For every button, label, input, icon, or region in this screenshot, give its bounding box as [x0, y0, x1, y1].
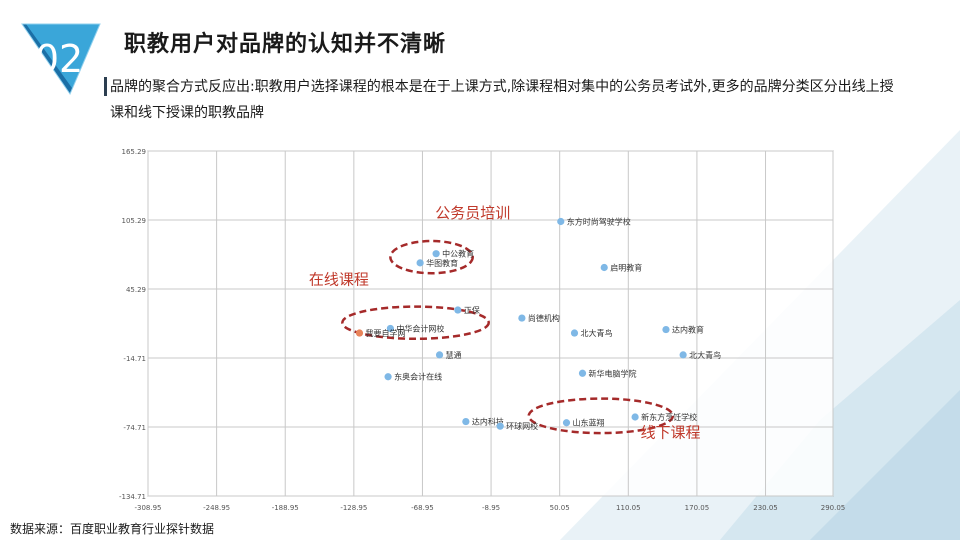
group-ellipse: [527, 397, 675, 435]
data-point: [454, 306, 462, 314]
data-point: [518, 314, 526, 322]
badge-triangle-light: [26, 24, 100, 88]
data-point: [662, 325, 670, 334]
group-annotation: 线下课程: [641, 424, 701, 442]
data-point: [355, 329, 364, 337]
y-tick-label: -14.71: [123, 355, 146, 363]
group-ellipse: [389, 239, 474, 275]
x-tick-label: 50.05: [550, 504, 570, 512]
data-point: [432, 250, 440, 258]
x-tick-label: 170.05: [685, 504, 710, 512]
point-label: 达内科技: [472, 417, 504, 427]
data-point: [386, 324, 394, 333]
x-tick-label: -188.95: [272, 504, 299, 512]
point-label: 中华会计网校: [396, 323, 444, 333]
data-point: [562, 419, 571, 427]
x-tick-label: -8.95: [482, 504, 500, 512]
x-tick-label: -248.95: [203, 504, 230, 512]
x-tick-label: 110.05: [616, 504, 641, 512]
data-point: [570, 329, 579, 337]
x-tick-label: -68.95: [411, 504, 434, 512]
y-tick-label: -134.71: [119, 493, 146, 501]
data-point: [679, 351, 687, 359]
data-source: 数据来源：百度职业教育行业探针数据: [10, 522, 215, 536]
data-point: [435, 351, 444, 359]
data-point: [416, 259, 424, 267]
section-badge: 02: [21, 23, 101, 96]
badge-triangle-outline: [21, 23, 101, 96]
point-label: 新华电脑学院: [589, 368, 637, 378]
x-tick-label: -308.95: [134, 504, 161, 512]
group-annotation: 在线课程: [309, 271, 369, 289]
description: 品牌的聚合方式反应出:职教用户选择课程的根本是在于上课方式,除课程相对集中的公务…: [104, 74, 904, 126]
point-label: 尚德机构: [528, 313, 560, 323]
data-point: [496, 422, 504, 430]
page-title: 职教用户对品牌的认知并不清晰: [124, 32, 447, 57]
point-label: 山东蓝翔: [572, 418, 604, 428]
y-tick-label: 45.29: [126, 286, 146, 294]
point-label: 北大青鸟: [580, 328, 612, 338]
group-annotation: 公务员培训: [435, 204, 510, 222]
y-tick-label: 165.29: [122, 148, 147, 156]
point-label: 北大青鸟: [689, 350, 721, 360]
point-label: 新东方烹饪学校: [641, 412, 697, 422]
plot-area: [147, 150, 834, 497]
y-tick-label: 105.29: [122, 217, 147, 225]
point-label: 中公教育: [442, 249, 474, 259]
point-label: 达内教育: [672, 325, 704, 335]
data-point: [462, 417, 470, 426]
description-marker: [104, 77, 107, 96]
data-point: [578, 369, 587, 377]
section-number: 02: [35, 37, 83, 81]
x-tick-label: -128.95: [340, 504, 367, 512]
data-point: [631, 413, 639, 421]
point-label: 环球网校: [506, 421, 538, 431]
point-label: 东方时尚驾驶学校: [567, 216, 631, 226]
background-shape: [810, 390, 960, 540]
data-point: [600, 263, 608, 272]
x-tick-label: 290.05: [821, 504, 846, 512]
point-label: 正保: [464, 305, 480, 315]
point-label: 启明教育: [610, 262, 642, 272]
y-tick-label: -74.71: [123, 424, 146, 432]
description-text: 品牌的聚合方式反应出:职教用户选择课程的根本是在于上课方式,除课程相对集中的公务…: [110, 79, 894, 121]
point-label: 我要自学网: [366, 328, 406, 338]
data-point: [557, 217, 565, 226]
data-point: [384, 373, 392, 381]
group-ellipse: [341, 305, 490, 341]
x-tick-label: 230.05: [753, 504, 778, 512]
point-label: 慧通: [446, 350, 462, 360]
point-label: 东奥会计在线: [394, 372, 442, 382]
point-label: 华图教育: [426, 258, 458, 268]
